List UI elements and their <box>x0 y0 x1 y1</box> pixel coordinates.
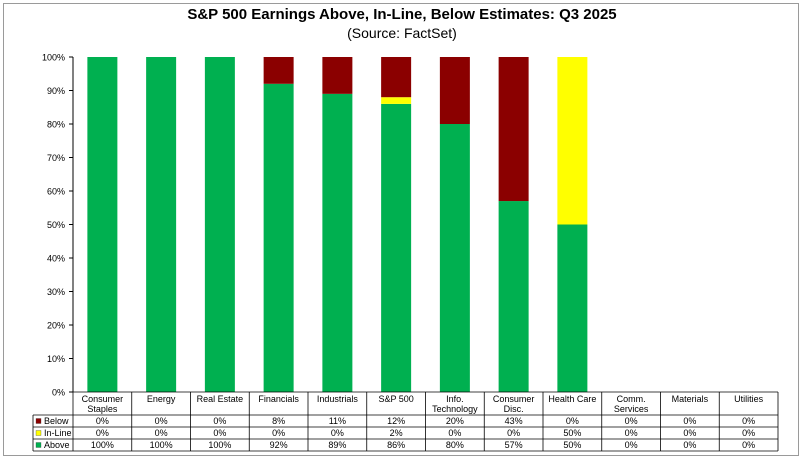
table-value: 0% <box>155 428 168 438</box>
bar-above <box>322 93 353 392</box>
table-value: 50% <box>563 428 581 438</box>
category-label: Health Care <box>548 394 596 404</box>
bar-above <box>87 57 118 392</box>
category-label: Industrials <box>317 394 359 404</box>
table-value: 0% <box>507 428 520 438</box>
table-value: 100% <box>150 440 173 450</box>
category-label: Real Estate <box>197 394 244 404</box>
y-axis: 0% 10% 20% 30% 40% 50% 60% 70% 80% 90% 100% <box>42 53 74 398</box>
table-value: 12% <box>387 416 405 426</box>
bar-in-line <box>381 97 412 104</box>
table-value: 0% <box>625 416 638 426</box>
bar-in-line <box>557 57 588 225</box>
bars-group <box>87 57 588 393</box>
category-label: Financials <box>258 394 299 404</box>
table-value: 57% <box>505 440 523 450</box>
y-tick-label: 40% <box>47 254 65 264</box>
category-label: Energy <box>147 394 176 404</box>
table-value: 0% <box>625 440 638 450</box>
chart-title: S&P 500 Earnings Above, In-Line, Below E… <box>187 6 617 23</box>
table-value: 0% <box>331 428 344 438</box>
table-value: 0% <box>213 416 226 426</box>
bar-above <box>498 201 529 392</box>
y-tick-label: 90% <box>47 86 65 96</box>
bar-below <box>381 57 412 98</box>
legend-key-below <box>35 418 42 424</box>
table-value: 100% <box>91 440 114 450</box>
category-label: Consumer Disc. <box>493 394 535 414</box>
table-value: 0% <box>742 416 755 426</box>
category-label: Consumer Staples <box>82 394 124 414</box>
table-value: 0% <box>742 428 755 438</box>
table-value: 92% <box>270 440 288 450</box>
table-value: 11% <box>329 416 346 426</box>
category-label: S&P 500 <box>378 394 413 404</box>
table-value: 0% <box>272 428 285 438</box>
bar-above <box>204 57 235 392</box>
table-value: 0% <box>625 428 638 438</box>
bar-above <box>263 83 294 393</box>
table-value: 100% <box>208 440 231 450</box>
legend-label-in-line: In-Line <box>44 428 72 438</box>
bar-above <box>381 103 412 393</box>
category-label: Info. Technology <box>432 394 478 414</box>
table-value: 86% <box>387 440 405 450</box>
table-value: 0% <box>683 428 696 438</box>
y-tick-label: 70% <box>47 153 65 163</box>
legend-label-above: Above <box>44 440 70 450</box>
bar-above <box>439 124 470 392</box>
bar-below <box>322 57 353 94</box>
bar-below <box>498 57 529 202</box>
chart-subtitle: (Source: FactSet) <box>347 25 457 41</box>
bar-above <box>557 224 588 392</box>
y-tick-label: 60% <box>47 187 65 197</box>
bar-below <box>439 57 470 124</box>
y-tick-label: 10% <box>47 354 65 364</box>
bar-above <box>146 57 177 392</box>
category-label: Materials <box>672 394 709 404</box>
table-value: 80% <box>446 440 464 450</box>
y-tick-label: 20% <box>47 321 65 331</box>
table-value: 89% <box>328 440 346 450</box>
data-table: Consumer Staples Energy Real Estate Financia… <box>32 391 779 452</box>
table-value: 8% <box>272 416 285 426</box>
table-value: 50% <box>563 440 581 450</box>
table-value: 0% <box>96 428 109 438</box>
y-tick-label: 30% <box>47 287 65 297</box>
category-label: Comm. Services <box>614 394 649 414</box>
y-tick-label: 100% <box>42 53 65 63</box>
table-value: 0% <box>683 440 696 450</box>
table-value: 20% <box>446 416 464 426</box>
category-label: Utilities <box>734 394 764 404</box>
table-value: 0% <box>155 416 168 426</box>
y-tick-label: 80% <box>47 120 65 130</box>
bar-below <box>263 57 294 84</box>
table-value: 0% <box>448 428 461 438</box>
table-value: 0% <box>683 416 696 426</box>
table-value: 0% <box>213 428 226 438</box>
table-value: 0% <box>566 416 579 426</box>
table-value: 0% <box>96 416 109 426</box>
table-value: 0% <box>742 440 755 450</box>
table-value: 2% <box>390 428 403 438</box>
table-value: 43% <box>505 416 523 426</box>
legend-key-in-line <box>35 430 42 436</box>
legend-label-below: Below <box>44 416 69 426</box>
legend-key-above <box>35 442 42 448</box>
y-tick-label: 0% <box>52 388 65 398</box>
y-tick-label: 50% <box>47 220 65 230</box>
